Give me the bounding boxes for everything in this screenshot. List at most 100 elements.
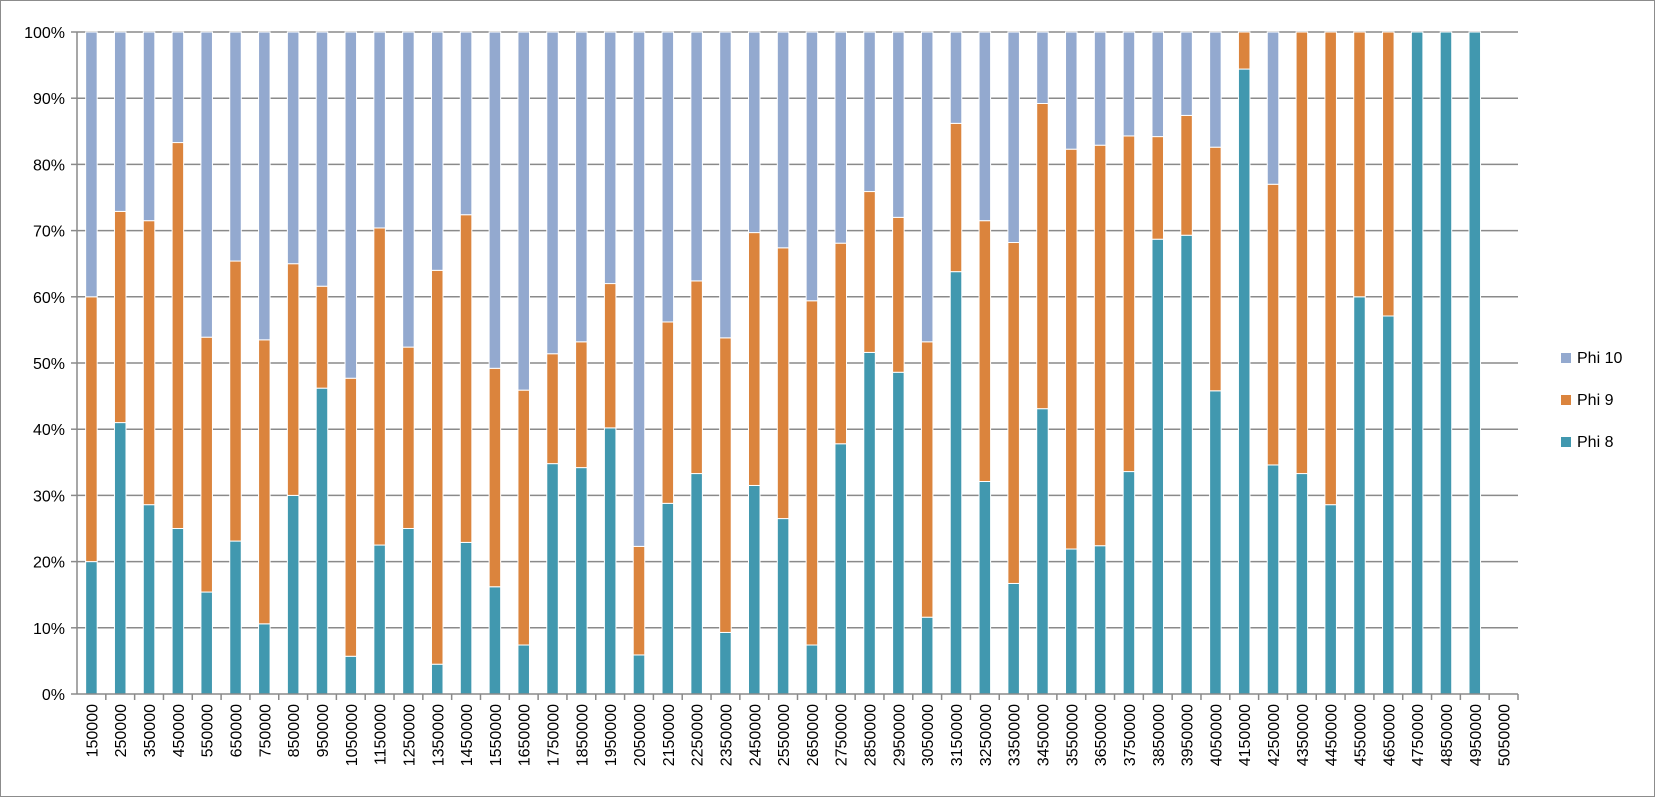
bar-segment-phi-8 bbox=[863, 351, 876, 695]
x-tick-label: 4350000 bbox=[1295, 704, 1312, 766]
y-axis-tick-labels: 0% 10% 20% 30% 40% 50% 60% 70% 80% 90% 100% bbox=[24, 25, 65, 704]
bar-segment-phi-9 bbox=[920, 341, 934, 618]
bar-segment-phi-8 bbox=[1266, 464, 1280, 695]
bar-segment-phi-10 bbox=[1007, 31, 1020, 244]
bar-segment-phi-9 bbox=[113, 210, 127, 424]
bar-segment-phi-8 bbox=[113, 422, 127, 695]
x-tick-label: 550000 bbox=[200, 704, 217, 757]
x-tick-label: 5050000 bbox=[1497, 704, 1514, 766]
bar-segment-phi-8 bbox=[1007, 582, 1020, 695]
bar-segment-phi-9 bbox=[1151, 136, 1165, 240]
x-tick-label: 2050000 bbox=[632, 704, 649, 766]
legend-label: Phi 8 bbox=[1577, 434, 1614, 451]
bar-segment-phi-8 bbox=[1151, 238, 1165, 695]
bar-segment-phi-8 bbox=[459, 541, 473, 695]
bar-segment-phi-10 bbox=[1065, 31, 1078, 150]
bar-segment-phi-8 bbox=[402, 528, 415, 695]
bar-segment-phi-8 bbox=[949, 271, 963, 695]
x-tick-label: 150000 bbox=[84, 704, 101, 757]
x-tick-label: 4150000 bbox=[1237, 704, 1254, 766]
bar-segment-phi-9 bbox=[776, 247, 790, 520]
bar-segment-phi-9 bbox=[1065, 148, 1078, 550]
x-tick-label: 3250000 bbox=[978, 704, 995, 766]
bar-segment-phi-9 bbox=[949, 122, 963, 273]
bar-segment-phi-8 bbox=[1036, 408, 1049, 695]
bar-segment-phi-10 bbox=[488, 31, 502, 369]
bar-segment-phi-8 bbox=[1209, 390, 1222, 695]
bar-segment-phi-8 bbox=[661, 502, 675, 695]
bar-segment-phi-9 bbox=[575, 341, 588, 469]
x-tick-label: 1650000 bbox=[517, 704, 534, 766]
bar-segment-phi-9 bbox=[632, 545, 646, 656]
y-tick-label: 100% bbox=[24, 25, 65, 42]
y-tick-label: 0% bbox=[42, 687, 65, 704]
bar-segment-phi-9 bbox=[373, 227, 386, 546]
y-tick-label: 80% bbox=[33, 157, 65, 174]
bar-segment-phi-8 bbox=[1382, 315, 1395, 695]
x-tick-label: 650000 bbox=[229, 704, 246, 757]
bar-segment-phi-8 bbox=[1065, 548, 1078, 695]
x-tick-label: 950000 bbox=[315, 704, 332, 757]
bar-segment-phi-10 bbox=[142, 31, 156, 222]
bar-segment-phi-10 bbox=[430, 31, 444, 271]
bar-segment-phi-10 bbox=[1180, 31, 1193, 116]
bar-segment-phi-10 bbox=[834, 31, 847, 244]
x-tick-label: 4750000 bbox=[1410, 704, 1427, 766]
bar-segment-phi-10 bbox=[258, 31, 271, 341]
bar-segment-phi-10 bbox=[546, 31, 559, 355]
bar-segment-phi-8 bbox=[258, 623, 271, 695]
bar-segment-phi-10 bbox=[661, 31, 675, 323]
x-tick-label: 1250000 bbox=[401, 704, 418, 766]
axes bbox=[71, 31, 1519, 700]
bar-segment-phi-9 bbox=[546, 353, 559, 465]
bar-segment-phi-8 bbox=[748, 484, 761, 695]
x-tick-label: 2250000 bbox=[690, 704, 707, 766]
y-tick-label: 90% bbox=[33, 91, 65, 108]
bar-segment-phi-8 bbox=[978, 480, 992, 695]
bar-segment-phi-9 bbox=[142, 220, 156, 506]
bar-segment-phi-9 bbox=[402, 346, 415, 529]
bar-segment-phi-10 bbox=[575, 31, 588, 343]
bar-segment-phi-8 bbox=[315, 387, 329, 695]
bar-segment-phi-10 bbox=[517, 31, 530, 391]
bar-segment-phi-8 bbox=[1439, 31, 1453, 695]
bar-segment-phi-10 bbox=[373, 31, 386, 229]
x-tick-label: 3550000 bbox=[1064, 704, 1081, 766]
bar-segment-phi-9 bbox=[1007, 242, 1020, 584]
bar-segment-phi-8 bbox=[286, 494, 300, 695]
bar-segment-phi-8 bbox=[690, 473, 703, 695]
legend-swatch bbox=[1561, 395, 1571, 405]
bar-segment-phi-10 bbox=[171, 31, 185, 144]
bar-segment-phi-9 bbox=[286, 263, 300, 496]
bar-segment-phi-8 bbox=[546, 463, 559, 695]
bar-segment-phi-8 bbox=[632, 654, 646, 695]
y-tick-label: 50% bbox=[33, 356, 65, 373]
y-tick-label: 40% bbox=[33, 422, 65, 439]
legend: Phi 10 Phi 9 Phi 8 bbox=[1561, 350, 1622, 451]
bar-segment-phi-10 bbox=[603, 31, 617, 285]
bar-segment-phi-10 bbox=[805, 31, 819, 302]
bar-segment-phi-10 bbox=[286, 31, 300, 265]
x-tick-label: 750000 bbox=[257, 704, 274, 757]
bar-segment-phi-9 bbox=[603, 283, 617, 429]
bar-segment-phi-8 bbox=[488, 586, 502, 695]
bar-segment-phi-9 bbox=[892, 216, 905, 373]
bar-segment-phi-8 bbox=[1093, 545, 1107, 695]
bar-segment-phi-9 bbox=[1295, 31, 1309, 475]
bar-segment-phi-9 bbox=[315, 285, 329, 389]
bar-segment-phi-10 bbox=[776, 31, 790, 249]
x-tick-label: 1350000 bbox=[430, 704, 447, 766]
bar-segment-phi-9 bbox=[229, 260, 242, 542]
x-tick-label: 2850000 bbox=[863, 704, 880, 766]
x-tick-label: 4450000 bbox=[1324, 704, 1341, 766]
bar-segment-phi-8 bbox=[373, 544, 386, 695]
bars bbox=[85, 31, 1482, 695]
bar-segment-phi-9 bbox=[517, 389, 530, 646]
x-tick-label: 2550000 bbox=[776, 704, 793, 766]
bar-segment-phi-8 bbox=[1324, 504, 1337, 695]
legend-swatch bbox=[1561, 353, 1571, 363]
bar-segment-phi-8 bbox=[1295, 473, 1309, 695]
bar-segment-phi-8 bbox=[1237, 68, 1251, 695]
bar-segment-phi-10 bbox=[229, 31, 242, 262]
